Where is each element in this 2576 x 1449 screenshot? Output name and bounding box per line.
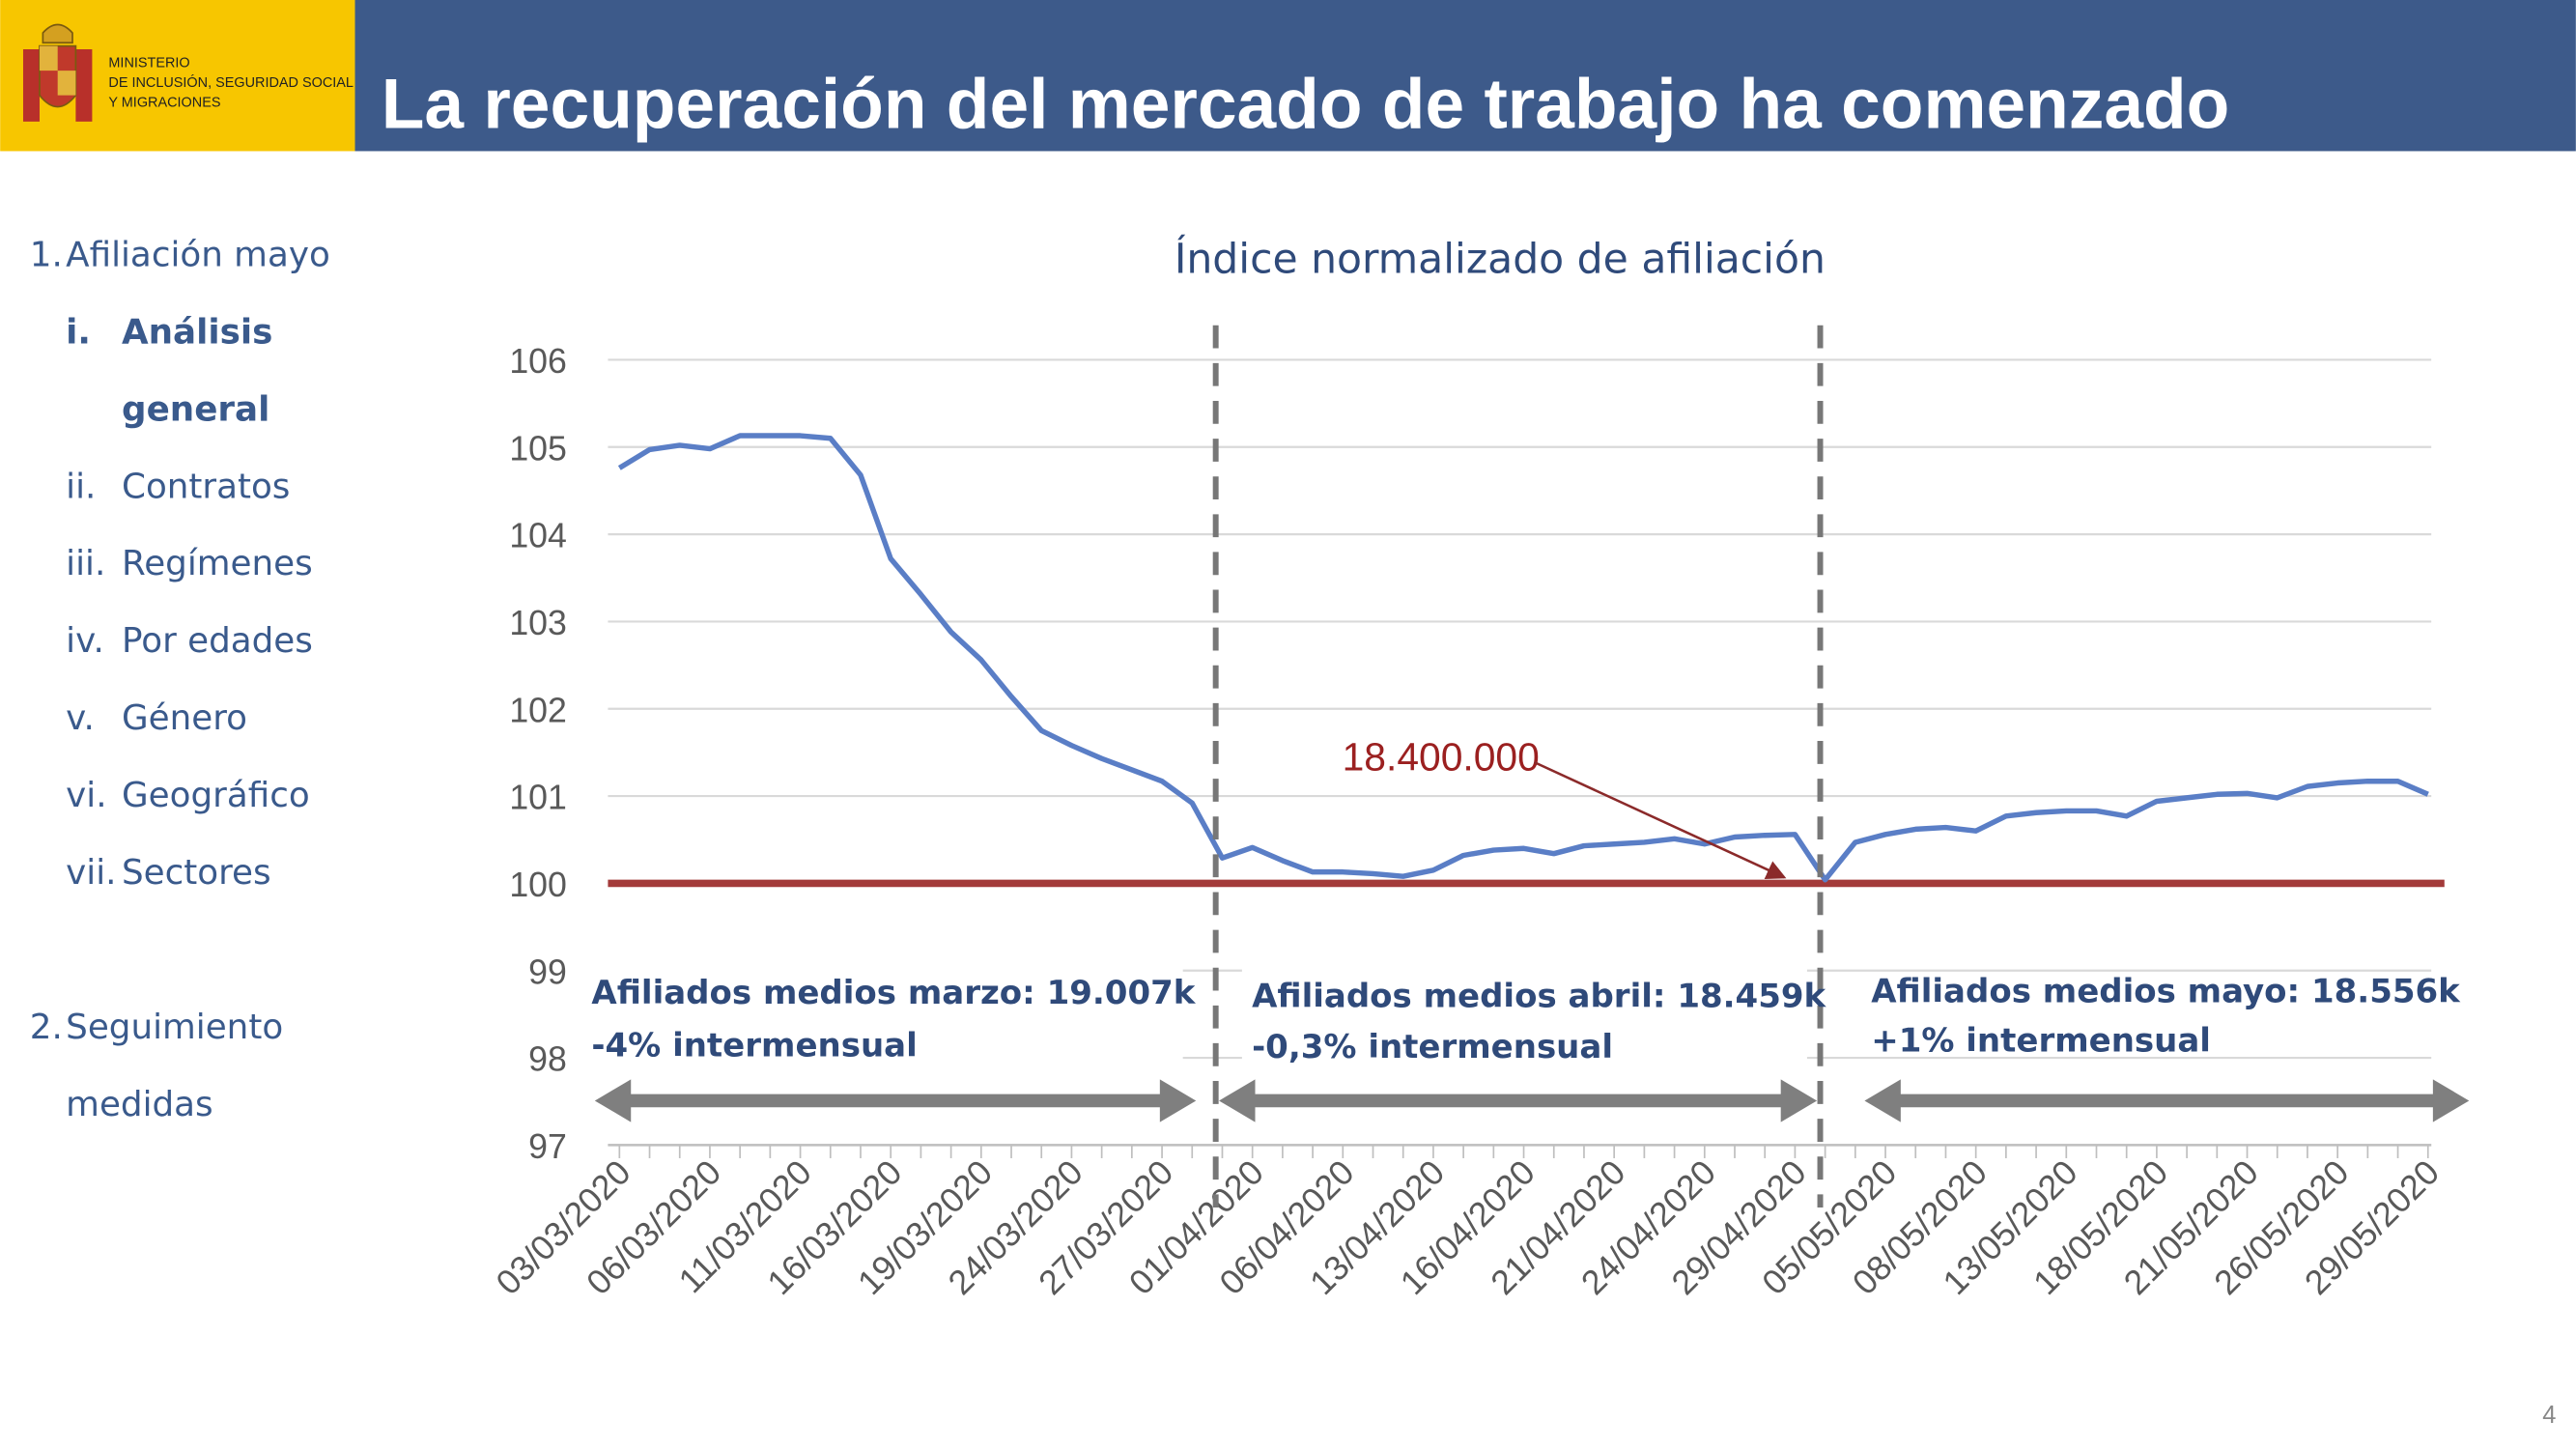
slide-title: La recuperación del mercado de trabajo h… xyxy=(382,66,2230,144)
nav-item: Contratos xyxy=(122,467,290,506)
period-box xyxy=(584,959,1183,1068)
nav-item: Género xyxy=(122,698,247,738)
nav-num: iii. xyxy=(66,544,105,583)
sidebar: 1. Afiliación mayo i. Análisis general i… xyxy=(30,236,330,1124)
logo-text: Y MIGRACIONES xyxy=(108,96,220,111)
annotation: 18.400.000 xyxy=(1343,735,1540,780)
header-band xyxy=(354,0,2576,152)
nav-num: v. xyxy=(66,698,95,738)
y-tick-label: 98 xyxy=(528,1040,567,1079)
nav-item: general xyxy=(122,389,269,429)
y-tick-label: 104 xyxy=(509,517,567,555)
period-text: Afiliados medios mayo: 18.556k xyxy=(1871,972,2461,1010)
logo-text: DE INCLUSIÓN, SEGURIDAD SOCIAL xyxy=(108,74,354,91)
chart-title: Índice normalizado de afiliación xyxy=(1175,234,1826,283)
y-tick-label: 106 xyxy=(509,342,567,381)
nav-item: Regímenes xyxy=(122,544,313,583)
annotation-arrow xyxy=(1534,760,1787,879)
period-box xyxy=(1241,959,1807,1068)
y-tick-label: 97 xyxy=(528,1127,567,1166)
nav-num: 2. xyxy=(30,1008,63,1047)
nav-num: i. xyxy=(66,312,91,352)
nav-num: vii. xyxy=(66,853,116,893)
nav-num: ii. xyxy=(66,467,96,506)
period-text: +1% intermensual xyxy=(1871,1021,2211,1060)
y-tick-label: 105 xyxy=(509,429,567,468)
chart: 97989910010110210310410510603/03/202006/… xyxy=(489,342,2447,1302)
nav-num: 1. xyxy=(30,236,63,275)
page-number: 4 xyxy=(2542,1402,2556,1429)
y-tick-label: 102 xyxy=(509,691,567,729)
nav-item: Análisis xyxy=(122,312,272,352)
nav-item: Sectores xyxy=(122,853,271,893)
nav-item: medidas xyxy=(66,1085,212,1124)
y-tick-label: 100 xyxy=(509,866,567,904)
period-text: Afiliados medios abril: 18.459k xyxy=(1252,978,1826,1016)
y-tick-label: 99 xyxy=(528,952,567,991)
nav-item: Seguimiento xyxy=(66,1008,283,1047)
nav-num: iv. xyxy=(66,621,104,661)
y-tick-label: 103 xyxy=(509,604,567,642)
period-text: Afiliados medios marzo: 19.007k xyxy=(591,974,1196,1012)
period-text: -0,3% intermensual xyxy=(1252,1028,1613,1066)
nav-item: Afiliación mayo xyxy=(66,236,330,275)
emblem xyxy=(22,23,93,122)
y-tick-label: 101 xyxy=(509,779,567,817)
logo-text: MINISTERIO xyxy=(108,56,189,71)
nav-item: Geográfico xyxy=(122,776,310,815)
period-arrows xyxy=(594,1079,2470,1122)
nav-item: Por edades xyxy=(122,621,313,661)
nav-num: vi. xyxy=(66,776,106,815)
data-line xyxy=(617,433,2429,883)
period-text: -4% intermensual xyxy=(591,1027,917,1065)
